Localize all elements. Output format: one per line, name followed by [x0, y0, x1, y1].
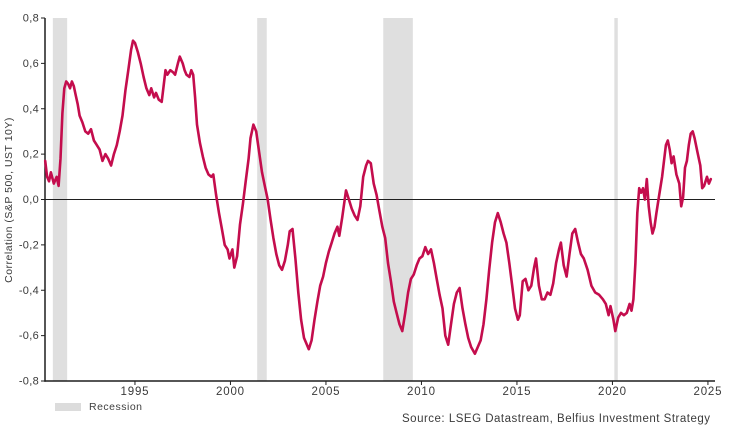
- y-axis-title: Correlation (S&P 500, UST 10Y): [3, 117, 15, 283]
- legend-recession-label: Recession: [89, 401, 143, 413]
- y-tick-label: 0,0: [23, 194, 39, 206]
- y-tick-label: -0,4: [19, 285, 39, 297]
- x-tick-label: 2000: [216, 386, 245, 398]
- x-tick-label: 2010: [407, 386, 436, 398]
- x-tick-label: 2025: [694, 386, 723, 398]
- source-note: Source: LSEG Datastream, Belfius Investm…: [402, 413, 711, 425]
- y-tick-label: -0,2: [19, 239, 39, 251]
- x-tick-label: 2015: [503, 386, 532, 398]
- x-tick-label: 2020: [598, 386, 627, 398]
- y-tick-label: 0,2: [23, 149, 39, 161]
- y-tick-label: -0,8: [19, 376, 39, 388]
- y-tick-label: -0,6: [19, 330, 39, 342]
- legend-recession-swatch: [55, 403, 81, 411]
- y-tick-label: 0,6: [23, 58, 39, 70]
- x-tick-label: 2005: [312, 386, 341, 398]
- x-tick-label: 1995: [121, 386, 150, 398]
- legend: Recession: [55, 400, 143, 414]
- correlation-series-line: [43, 39, 713, 356]
- y-tick-label: 0,8: [23, 13, 39, 25]
- y-tick-label: 0,4: [23, 103, 39, 115]
